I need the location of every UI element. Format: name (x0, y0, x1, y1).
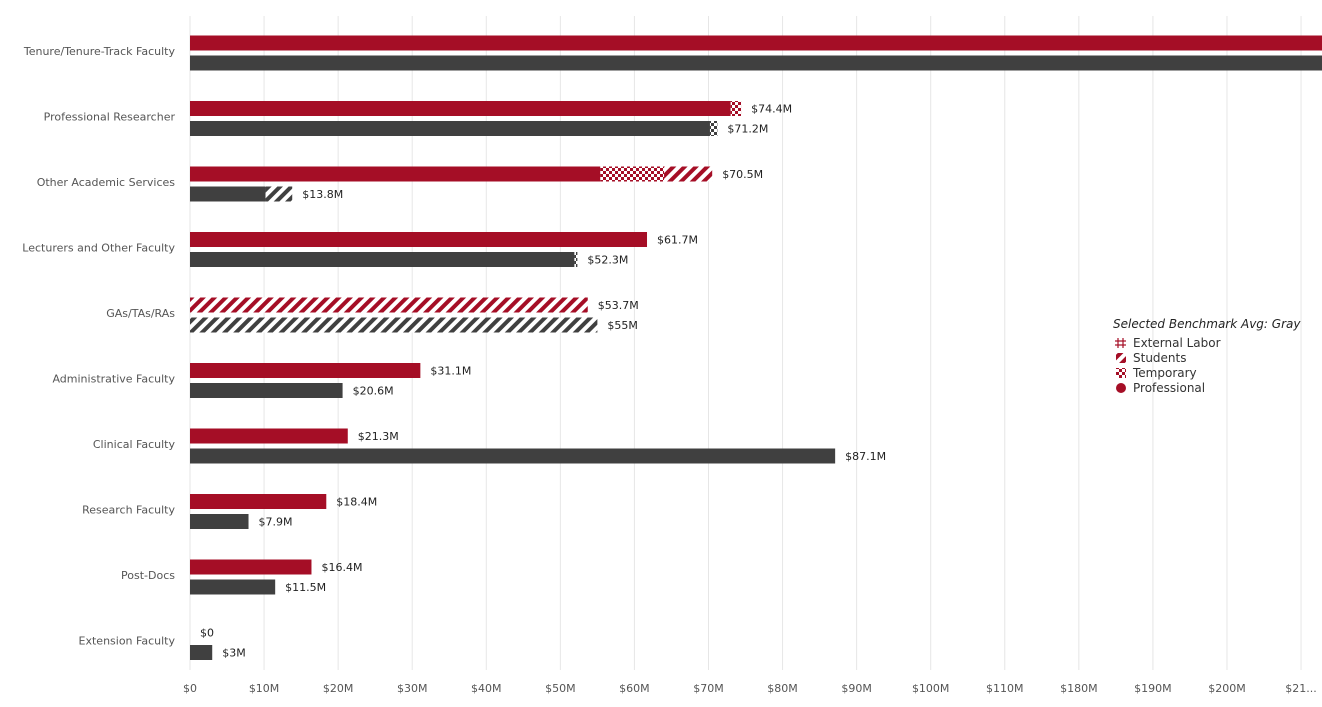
institution-bar-professional (190, 494, 327, 509)
students-icon (1116, 353, 1126, 363)
x-tick-label: $50M (545, 682, 576, 695)
bars: $182M$74.4M$70.5M$61.7M$53.7M$31.1M$21.3… (190, 35, 1322, 660)
legend-label: Professional (1133, 381, 1205, 395)
benchmark-bar-temporary (709, 121, 718, 136)
category-label: Professional Researcher (44, 111, 176, 124)
benchmark-data-label: $7.9M (259, 516, 293, 529)
institution-bar-professional (190, 428, 348, 444)
benchmark-bar-professional (190, 579, 276, 595)
legend: Selected Benchmark Avg: Gray External Lab… (1113, 317, 1301, 395)
x-tick-label: $80M (767, 682, 798, 695)
institution-bar-students (190, 297, 588, 313)
legend-title: Selected Benchmark Avg: Gray (1113, 317, 1301, 331)
legend-label: Temporary (1132, 366, 1197, 380)
benchmark-data-label: $52.3M (587, 254, 628, 267)
benchmark-data-label: $87.1M (845, 450, 886, 463)
institution-bar-professional (190, 559, 312, 575)
category-label: Research Faculty (82, 504, 175, 517)
category-label: Extension Faculty (79, 635, 176, 648)
institution-bar-professional (190, 166, 601, 182)
institution-data-label: $31.1M (430, 365, 471, 378)
category-labels: Tenure/Tenure-Track Faculty Professional … (22, 45, 175, 648)
institution-data-label: $61.7M (657, 234, 698, 247)
institution-data-label: $53.7M (598, 299, 639, 312)
x-tick-label: $0 (183, 682, 197, 695)
x-tick-label: $180M (1060, 682, 1098, 695)
category-label: GAs/TAs/RAs (106, 307, 175, 320)
category-label: Clinical Faculty (93, 438, 176, 451)
x-tick-label: $10M (249, 682, 280, 695)
institution-bar-professional (190, 232, 648, 247)
x-tick-label: $30M (397, 682, 428, 695)
institution-bar-professional (190, 35, 1322, 51)
institution-data-label: $21.3M (358, 430, 399, 443)
institution-data-label: $18.4M (336, 496, 377, 509)
benchmark-bar-professional (190, 252, 575, 267)
benchmark-data-label: $11.5M (285, 581, 326, 594)
x-tick-label: $21... (1285, 682, 1317, 695)
category-label: Tenure/Tenure-Track Faculty (23, 45, 176, 58)
institution-bar-temporary (730, 101, 742, 116)
x-tick-label: $110M (986, 682, 1024, 695)
institution-data-label: $16.4M (321, 561, 362, 574)
benchmark-bar-professional (190, 121, 710, 136)
institution-bar-professional (190, 101, 731, 116)
benchmark-bar-professional (190, 645, 213, 660)
x-tick-label: $100M (912, 682, 950, 695)
category-label: Lecturers and Other Faculty (22, 242, 175, 255)
legend-label: External Labor (1133, 336, 1221, 350)
institution-data-label: $0 (200, 627, 214, 640)
benchmark-bar-professional (190, 514, 249, 529)
institution-data-label: $70.5M (722, 168, 763, 181)
benchmark-bar-students (265, 186, 293, 202)
benchmark-bar-professional (190, 383, 343, 398)
benchmark-data-label: $20.6M (353, 385, 394, 398)
external-labor-icon (1115, 338, 1126, 348)
x-tick-label: $20M (323, 682, 354, 695)
category-label: Administrative Faculty (52, 373, 175, 386)
benchmark-bar-temporary (574, 252, 578, 267)
professional-icon (1116, 383, 1126, 393)
benchmark-bar-professional (190, 186, 266, 202)
category-label: Other Academic Services (37, 176, 176, 189)
benchmark-bar-professional (190, 55, 1322, 71)
x-tick-label: $70M (693, 682, 724, 695)
benchmark-data-label: $3M (222, 647, 246, 660)
x-axis-tick-labels: $0 $10M $20M $30M $40M $50M $60M $70M $80M $90M $1… (183, 682, 1317, 695)
benchmark-bar-students (190, 317, 598, 333)
x-tick-label: $190M (1134, 682, 1172, 695)
institution-bar-professional (190, 363, 421, 378)
x-tick-label: $60M (619, 682, 650, 695)
benchmark-data-label: $13.8M (302, 188, 343, 201)
legend-label: Students (1133, 351, 1187, 365)
benchmark-data-label: $71.2M (727, 123, 768, 136)
x-tick-label: $200M (1208, 682, 1246, 695)
x-tick-label: $40M (471, 682, 502, 695)
category-label: Post-Docs (121, 569, 175, 582)
institution-bar-students (664, 166, 713, 182)
institution-bar-temporary (600, 166, 665, 182)
benchmark-bar-professional (190, 448, 836, 464)
temporary-icon (1116, 368, 1126, 378)
institution-data-label: $74.4M (751, 103, 792, 116)
benchmark-data-label: $55M (607, 319, 638, 332)
x-tick-label: $90M (841, 682, 872, 695)
